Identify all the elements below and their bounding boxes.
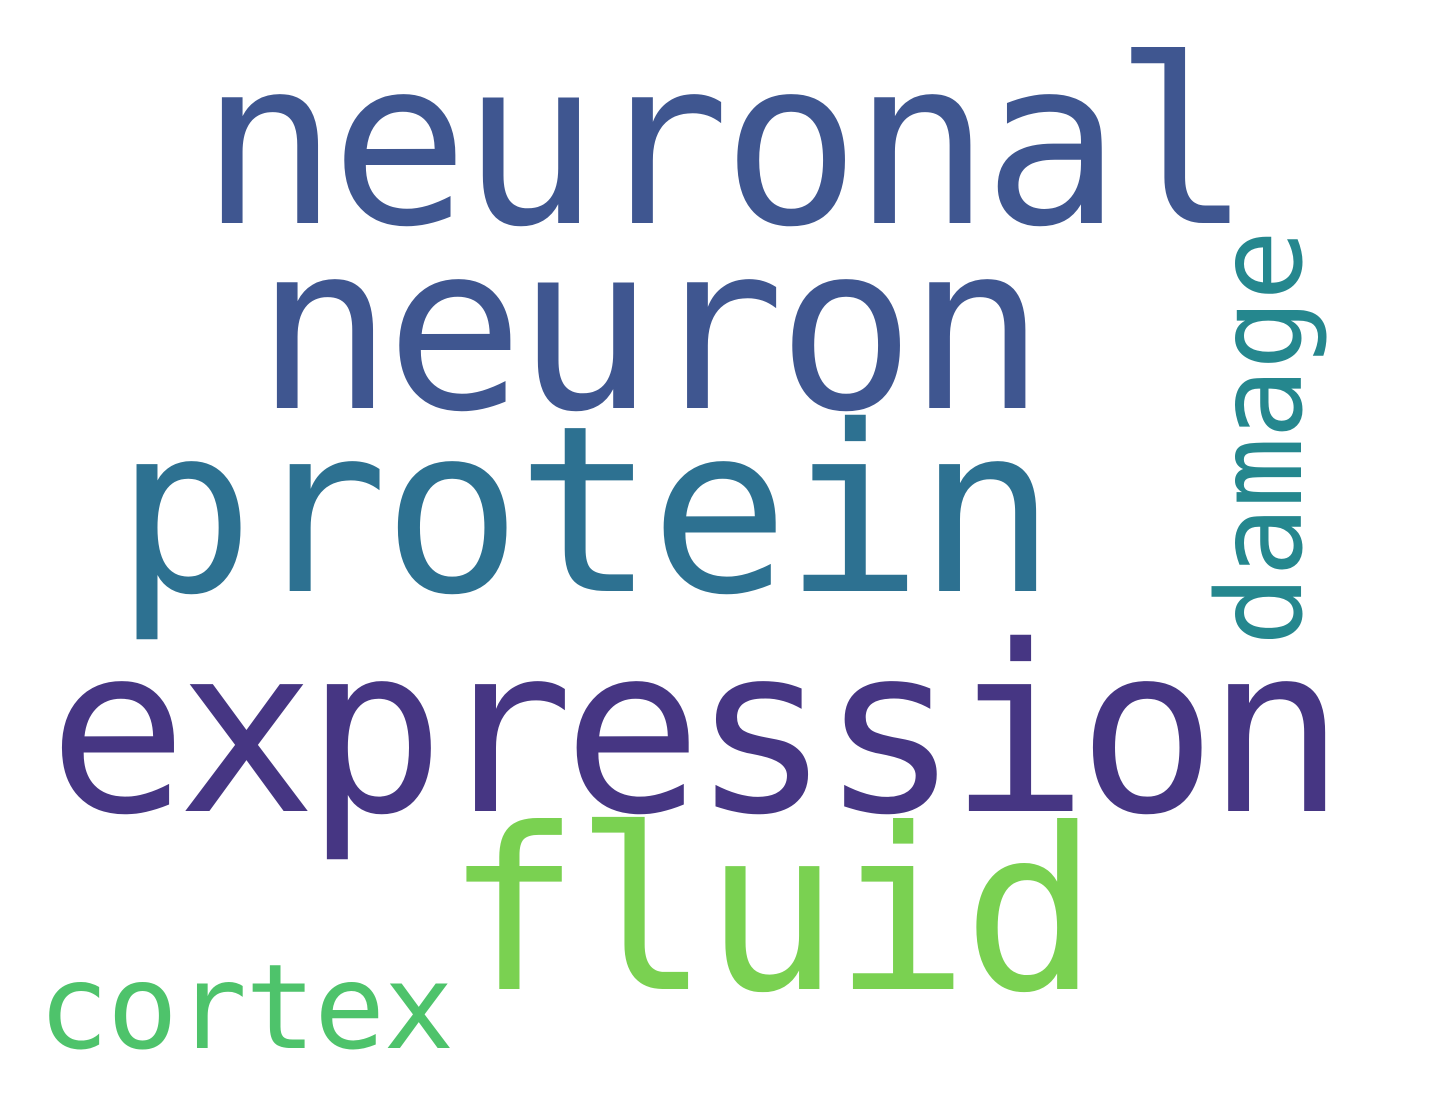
word-fluid: fluid [445,781,1098,1043]
word-neuronal: neuronal [200,11,1252,278]
word-neuron: neuron [255,196,1046,463]
word-damage: damage [1191,231,1329,647]
word-cortex: cortex [38,938,454,1076]
word-expression: expression [48,596,1346,866]
word-protein: protein [115,376,1057,646]
